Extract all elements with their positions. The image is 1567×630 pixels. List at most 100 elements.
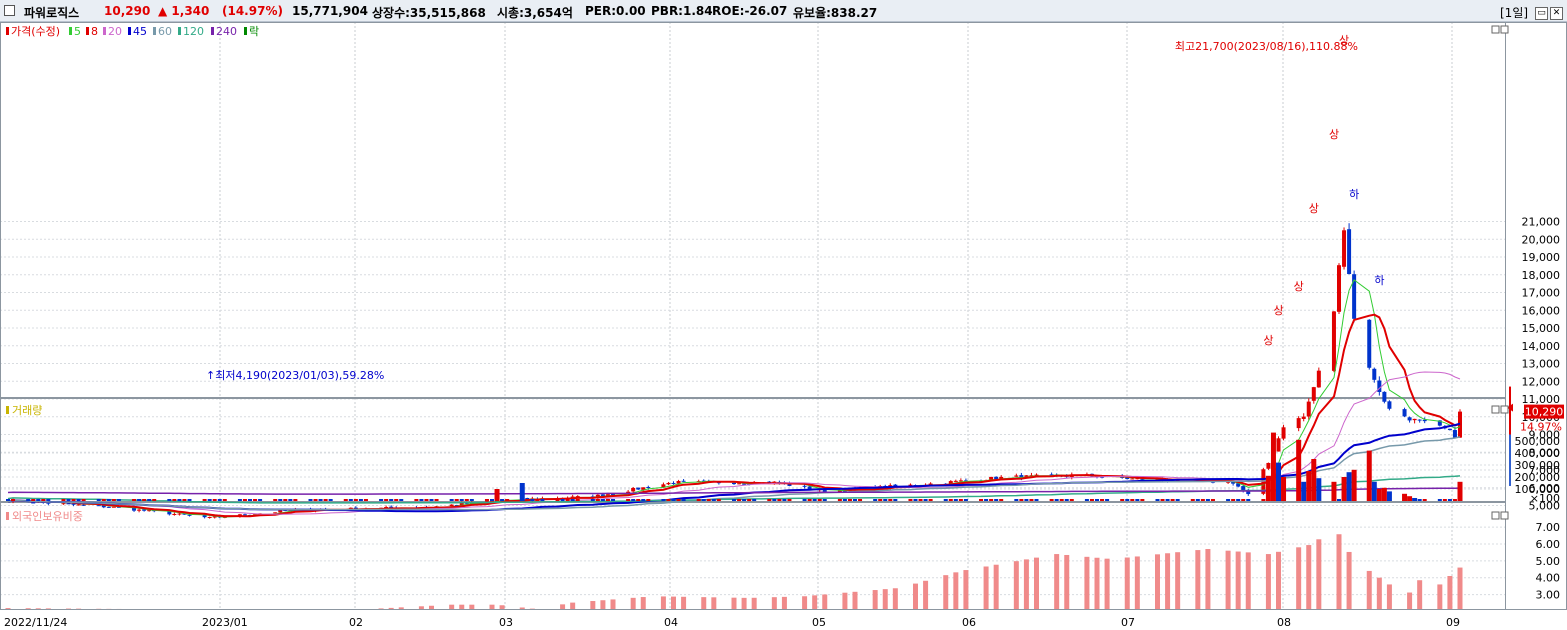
candle-body <box>1241 486 1246 491</box>
volume-bar <box>711 499 716 501</box>
foreign-legend: 외국인보유비중 <box>12 510 83 523</box>
volume-bar <box>1014 499 1019 501</box>
volume-bar <box>1120 499 1125 501</box>
volume-bar <box>424 499 429 501</box>
x-tick-label: 02 <box>349 616 363 629</box>
foreign-ratio-bar <box>398 607 404 609</box>
select-checkbox[interactable] <box>4 5 15 16</box>
foreign-ratio-bar <box>1336 534 1342 609</box>
foreign-ratio-bar <box>1225 550 1231 609</box>
foreign-ratio-bar <box>741 597 747 609</box>
ma-line-60 <box>7 436 1461 511</box>
stock-chart[interactable]: 2022/11/24 2023/01 02 03 04 05 06 07 08 09 21,000 2… <box>0 22 1567 630</box>
candle-body <box>147 510 152 512</box>
volume-bar <box>1024 499 1029 501</box>
candle-body <box>1316 370 1321 388</box>
candle-body <box>732 482 736 485</box>
foreign-ratio-bar <box>1306 545 1312 609</box>
price-y-tick: 8,000 <box>1529 446 1561 459</box>
candle-body <box>495 500 500 502</box>
volume-bar <box>918 499 923 501</box>
foreign-ratio-bar <box>781 596 787 609</box>
current-price-label: 10,290 <box>1525 406 1564 419</box>
foreign-ratio-bar <box>1366 570 1372 609</box>
volume-bar <box>464 499 469 501</box>
volume-bar <box>449 499 454 501</box>
volume-bar <box>26 499 31 501</box>
volume-bar <box>1265 475 1271 501</box>
candle-body <box>61 503 66 505</box>
volume-bar <box>671 499 676 501</box>
candle-body <box>1337 265 1341 312</box>
volume-bar <box>41 499 46 501</box>
volume-bar <box>1346 472 1352 501</box>
price-y-tick: 5,000 <box>1529 500 1561 513</box>
volume-bar <box>1442 499 1447 501</box>
volume-bar <box>328 499 333 501</box>
volume-bar <box>1195 499 1200 501</box>
volume-bar <box>177 499 182 501</box>
volume-bar <box>384 499 389 501</box>
volume-bar <box>837 499 842 501</box>
period-label[interactable]: [1일] <box>1500 6 1529 20</box>
volume-y-tick: 500,000 <box>1515 435 1561 448</box>
stock-name[interactable]: 파워로직스 <box>24 6 80 20</box>
candle-body <box>1417 419 1422 421</box>
today-range-bar <box>1509 434 1511 486</box>
volume-bar <box>1105 499 1110 501</box>
foreign-ratio-bar <box>1195 550 1201 609</box>
candle-body <box>1246 490 1251 495</box>
volume-bar <box>1084 499 1089 501</box>
volume-bar <box>258 499 263 501</box>
price-y-tick: 18,000 <box>1522 269 1561 282</box>
candle-body <box>212 516 217 518</box>
volume-bar <box>293 499 298 501</box>
legend-swatch <box>6 27 9 35</box>
panel-minimize-icon <box>1491 405 1500 414</box>
volume-bar <box>217 499 222 501</box>
volume-bar <box>353 499 358 501</box>
foreign-ratio-bar <box>640 597 646 609</box>
candle-body <box>1382 391 1387 402</box>
volume-bar <box>167 499 172 501</box>
candle-body <box>1377 380 1382 392</box>
foreign-ratio-bar <box>600 600 606 609</box>
volume-bar <box>979 499 984 501</box>
volume-bar <box>1246 499 1251 501</box>
today-range-bar <box>1509 386 1511 435</box>
volume-bar <box>1100 499 1105 501</box>
legend-label: 5 <box>74 25 81 38</box>
candle-body <box>525 498 530 500</box>
volume-bar <box>1231 499 1236 501</box>
volume-bar <box>1276 462 1281 501</box>
close-icon[interactable]: ✕ <box>1550 7 1563 20</box>
foreign-ratio-bar <box>469 604 475 609</box>
volume-bar <box>1407 496 1413 501</box>
volume-bar <box>1301 481 1307 501</box>
legend-swatch <box>6 512 9 520</box>
volume-bar <box>1422 499 1427 501</box>
volume-unit-label: ×100 <box>1530 492 1560 505</box>
limit-up-marker: 상 <box>1309 202 1319 215</box>
foreign-ratio-bar <box>35 608 41 609</box>
foreign-ownership-bars <box>5 534 1463 609</box>
x-tick-label: 2023/01 <box>202 616 248 629</box>
restore-icon[interactable]: ▭ <box>1535 7 1548 20</box>
candle-body <box>1049 474 1054 476</box>
candle-body <box>948 481 953 485</box>
volume-bar <box>36 499 41 501</box>
limit-up-marker: 상 <box>1339 34 1349 47</box>
x-tick-label: 09 <box>1446 616 1460 629</box>
volume-bar <box>81 499 86 501</box>
volume-bar <box>379 499 384 501</box>
volume-bar <box>787 499 792 501</box>
volume-bar <box>989 499 994 501</box>
volume-bar <box>1089 499 1094 501</box>
volume-bar <box>1270 432 1276 501</box>
volume-bar <box>1417 499 1422 501</box>
candle-body <box>999 476 1004 480</box>
float-ratio: 유보율:838.27 <box>793 6 878 20</box>
volume-bar <box>484 499 489 501</box>
candle-body <box>1266 462 1271 469</box>
candle-body <box>454 505 459 507</box>
